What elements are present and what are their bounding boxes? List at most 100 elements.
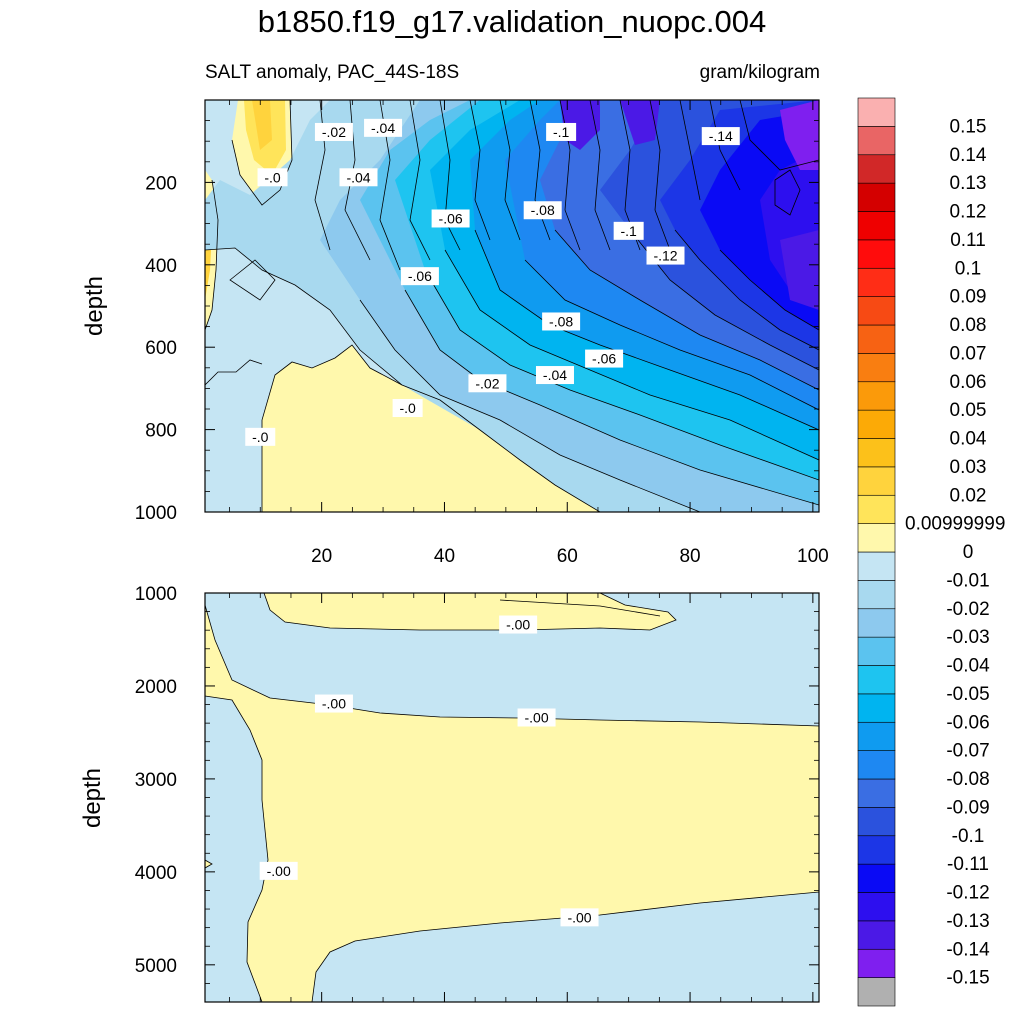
contour-label-text: -.0: [252, 429, 269, 445]
colorbar-swatch: [857, 296, 896, 326]
upper-y-tick-label: 1000: [135, 503, 177, 524]
colorbar-label: -0.1: [952, 826, 985, 847]
contour-label-box: [339, 168, 378, 187]
upper-contour-label: -.02: [468, 374, 507, 393]
upper-contour-label: -.14: [701, 127, 740, 146]
upper-contour-label: -.12: [646, 246, 685, 265]
chart-subtitle-variable: SALT anomaly, PAC_44S-18S: [205, 62, 460, 83]
colorbar-swatch: [857, 665, 896, 695]
colorbar-label: -0.06: [946, 712, 989, 733]
colorbar-swatch: [857, 494, 896, 524]
upper-contour-label: -.1: [546, 122, 577, 141]
colorbar-label: 0.13: [950, 173, 987, 194]
contour-label-text: -.06: [408, 268, 432, 284]
colorbar-swatch: [857, 182, 896, 212]
colorbar-swatch: [857, 580, 896, 610]
contour-label-box: [517, 708, 556, 727]
colorbar-label: -0.01: [946, 570, 989, 591]
colorbar-swatch: [857, 636, 896, 666]
colorbar-labels: -0.15 -0.14 -0.13 -0.12 -0.11 -0.1 -0.09 -0.08 -…: [905, 116, 1005, 988]
contour-label-text: -.12: [653, 248, 677, 264]
contour-label-text: -.08: [531, 202, 555, 218]
upper-panel-fills: [205, 100, 819, 512]
colorbar-label: 0.12: [950, 202, 987, 223]
contour-label-box: [314, 122, 353, 141]
contour-label-box: [542, 312, 581, 331]
upper-axis-ticks: 200 400 600 800 1000 20 40 60 80 100: [135, 100, 829, 567]
upper-y-axis-label: depth: [81, 276, 108, 336]
upper-contour-label: -.04: [364, 118, 403, 137]
colorbar-swatch: [857, 750, 896, 780]
contour-label-text: -.04: [371, 120, 395, 136]
colorbar-swatch: [857, 267, 896, 297]
colorbar-label: -0.03: [946, 627, 989, 648]
contour-label-box: [701, 127, 740, 146]
contour-label-text: -.00: [322, 696, 346, 712]
colorbar-label: 0.15: [950, 116, 987, 137]
contour-label-box: [468, 374, 507, 393]
contour-label-box: [646, 246, 685, 265]
contour-label-text: -.06: [439, 210, 463, 226]
contour-label-text: -.00: [567, 909, 591, 925]
chart-title: b1850.f19_g17.validation_nuopc.004: [257, 4, 767, 39]
contour-label-box: [499, 615, 538, 634]
colorbar-swatch: [857, 523, 896, 553]
upper-x-tick-label: 80: [679, 546, 700, 567]
contour-label-text: -.00: [267, 863, 291, 879]
colorbar-swatch: [857, 835, 896, 865]
colorbar-swatch: [857, 324, 896, 354]
contour-label-text: -.04: [346, 169, 370, 185]
colorbar-label: 0: [963, 542, 974, 563]
contour-label-box: [613, 221, 644, 240]
colorbar-label: 0.00999999: [905, 514, 1005, 535]
upper-y-tick-label: 800: [145, 421, 177, 442]
upper-x-tick-label: 100: [797, 546, 829, 567]
contour-label-text: -.02: [322, 124, 346, 140]
upper-y-tick-label: 400: [145, 256, 177, 277]
contour-label-box: [392, 399, 423, 417]
colorbar-swatch: [857, 721, 896, 751]
lower-y-tick-label: 1000: [135, 584, 177, 605]
contour-label-box: [546, 122, 577, 141]
colorbar-swatch: [857, 551, 896, 581]
colorbar-swatch: [857, 863, 896, 893]
lower-y-tick-label: 3000: [135, 770, 177, 791]
colorbar-swatch: [857, 920, 896, 950]
upper-contour-label: -.0: [392, 399, 423, 417]
contour-label-box: [431, 209, 470, 228]
upper-contour-label: -.08: [542, 312, 581, 331]
upper-contour-label: -.0: [245, 427, 276, 446]
colorbar-label: 0.07: [950, 343, 987, 364]
contour-label-box: [364, 118, 403, 137]
contour-label-text: -.04: [543, 367, 567, 383]
lower-contour-label: -.00: [259, 861, 298, 880]
colorbar-label: -0.08: [946, 769, 989, 790]
upper-contour-labels: -.02 -.04 -.0 -.04 -.06 -.06 -.08 -.1 -.14 -.1 -.1…: [245, 118, 740, 446]
upper-contour-label: -.06: [431, 209, 470, 228]
lower-contour-label: -.00: [560, 908, 599, 927]
upper-contour-label: -.1: [613, 221, 644, 240]
colorbar-label: -0.04: [946, 656, 990, 677]
colorbar-label: 0.06: [950, 372, 987, 393]
upper-contour-label: -.06: [400, 267, 439, 286]
colorbar-swatch: [857, 892, 896, 922]
colorbar-swatch: [857, 438, 896, 468]
colorbar-label: 0.1: [955, 258, 981, 279]
contour-label-box: [259, 861, 298, 880]
colorbar-label: 0.05: [950, 400, 987, 421]
colorbar-swatch: [857, 466, 896, 496]
colorbar-swatch: [857, 154, 896, 184]
colorbar-swatch: [857, 211, 896, 241]
colorbar-swatch: [857, 807, 896, 837]
colorbar-label: 0.03: [950, 457, 987, 478]
contour-label-text: -.1: [620, 223, 637, 239]
upper-x-tick-label: 60: [557, 546, 578, 567]
colorbar-swatch: [857, 608, 896, 638]
upper-contour-label: -.08: [523, 201, 562, 220]
upper-contour-label: -.02: [314, 122, 353, 141]
colorbar-label: -0.11: [947, 854, 989, 875]
colorbar-swatch: [857, 126, 896, 156]
contour-label-box: [257, 168, 288, 187]
contour-label-text: -.06: [592, 351, 616, 367]
upper-y-tick-label: 600: [145, 338, 177, 359]
